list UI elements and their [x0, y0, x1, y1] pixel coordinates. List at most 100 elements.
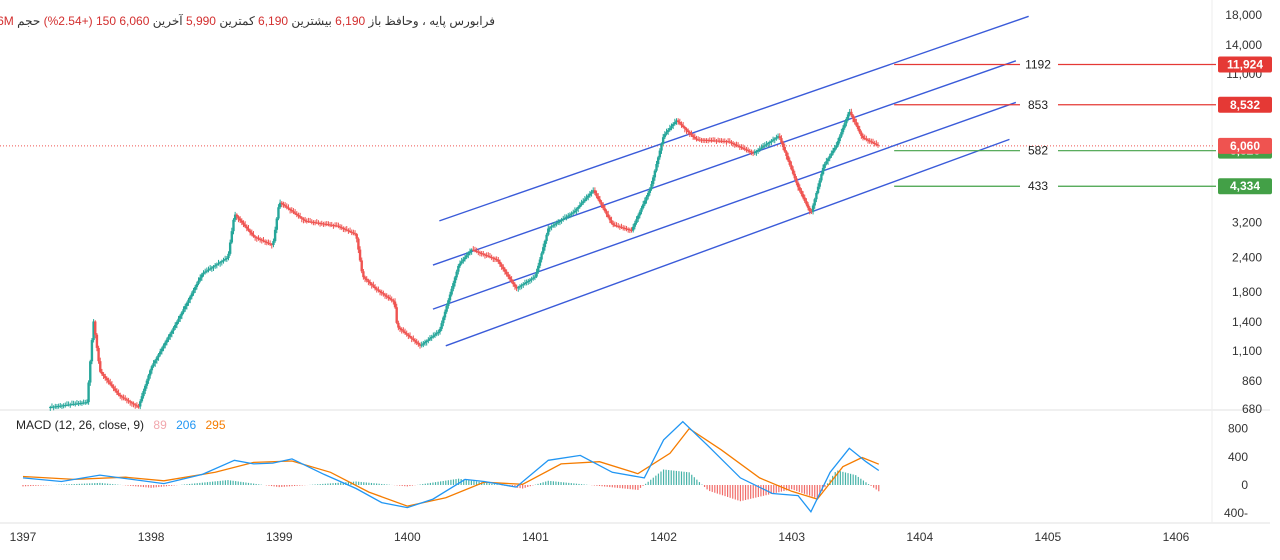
candle-down: [858, 129, 861, 133]
candle-up: [193, 287, 197, 291]
price-tick-label: 18,000: [1225, 8, 1262, 22]
candle-down: [721, 140, 725, 142]
candle-up: [233, 214, 237, 220]
candle-down: [250, 232, 254, 235]
candle-down: [513, 284, 517, 287]
time-tick-label: 1404: [906, 530, 933, 544]
candle-up: [465, 255, 468, 258]
candle-up: [145, 380, 149, 386]
header-change-value: 150 (+2.54%): [43, 14, 117, 28]
candle-down: [695, 138, 698, 140]
candle-down: [715, 140, 718, 142]
candle-down: [502, 266, 505, 270]
header-open-label: باز: [368, 14, 382, 28]
candle-up: [468, 251, 472, 254]
candle-down: [803, 197, 806, 201]
candle-down: [602, 205, 605, 209]
candle-down: [353, 233, 357, 235]
candle-down: [357, 238, 360, 250]
candle-down: [783, 147, 786, 152]
candle-up: [585, 197, 588, 200]
candle-up: [823, 163, 826, 168]
candle-up: [154, 360, 157, 364]
candle-down: [400, 328, 403, 331]
candle-up: [640, 207, 643, 212]
macd-tick-label: 800: [1228, 422, 1248, 436]
candle-up: [423, 342, 427, 344]
candle-up: [570, 213, 573, 215]
candle-up: [428, 338, 432, 340]
candle-up: [277, 207, 280, 219]
candle-up: [187, 299, 190, 303]
candle-down: [417, 342, 420, 345]
candle-up: [445, 305, 448, 312]
candle-down: [114, 388, 117, 391]
candle-up: [836, 141, 840, 146]
candle-down: [283, 205, 287, 207]
candle-up: [532, 277, 535, 279]
candle-up: [638, 211, 642, 216]
time-tick-label: 1401: [522, 530, 549, 544]
candle-down: [132, 403, 135, 405]
macd-legend: MACD (12, 26, close, 9) 89 206 295: [16, 418, 226, 432]
candle-down: [490, 257, 493, 259]
candle-up: [427, 339, 430, 341]
candle-down: [117, 392, 120, 395]
candle-down: [480, 253, 483, 255]
candle-up: [443, 311, 447, 318]
candle-up: [172, 327, 175, 331]
candle-up: [232, 219, 235, 232]
candle-up: [202, 272, 205, 275]
candle-up: [435, 333, 438, 335]
candle-up: [765, 144, 768, 146]
candle-down: [708, 140, 712, 142]
candle-down: [360, 260, 363, 272]
candle-up: [835, 145, 838, 148]
candle-down: [129, 401, 132, 403]
candle-up: [160, 348, 164, 352]
candle-up: [768, 141, 771, 144]
candle-up: [840, 132, 843, 137]
candle-up: [74, 403, 77, 405]
candle-down: [856, 125, 860, 130]
candle-up: [152, 363, 155, 367]
macd-legend-label: MACD (12, 26, close, 9): [16, 418, 145, 432]
candle-down: [97, 347, 100, 362]
candle-down: [134, 404, 137, 406]
candle-up: [518, 286, 522, 288]
candle-down: [868, 140, 871, 142]
candle-up: [278, 202, 282, 208]
candle-up: [50, 406, 54, 408]
candle-down: [333, 225, 337, 227]
candle-down: [700, 139, 703, 141]
candle-down: [308, 221, 312, 223]
candle-down: [693, 136, 697, 139]
candle-down: [292, 211, 295, 213]
candle-up: [52, 406, 55, 408]
candle-down: [472, 249, 475, 251]
candle-down: [120, 396, 124, 398]
channel-line: [432, 60, 1017, 266]
candle-up: [575, 208, 578, 211]
candle-up: [212, 266, 215, 268]
candle-down: [615, 225, 618, 227]
candle-down: [806, 204, 810, 208]
candle-down: [500, 264, 503, 267]
macd-line-value: 206: [176, 418, 197, 432]
candle-up: [660, 143, 663, 151]
candle-down: [741, 147, 745, 149]
candle-down: [790, 164, 793, 170]
candle-down: [716, 140, 720, 142]
candle-up: [273, 229, 277, 242]
candle-up: [450, 288, 453, 295]
candle-up: [140, 396, 144, 402]
macd-signal-value: 295: [205, 418, 226, 432]
candle-up: [85, 402, 89, 404]
candle-down: [512, 281, 515, 285]
candle-up: [530, 278, 533, 280]
macd-histogram-value: 89: [153, 418, 167, 432]
candle-up: [167, 336, 170, 340]
candle-up: [220, 261, 224, 263]
candle-down: [238, 218, 242, 221]
